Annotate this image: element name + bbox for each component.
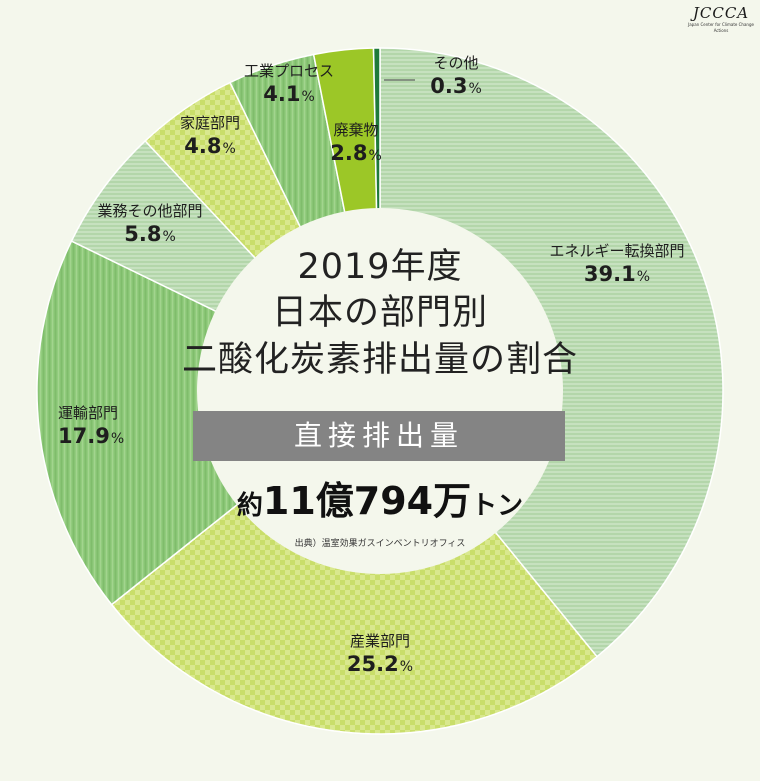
total-value: 11億794万 xyxy=(262,479,472,523)
label-waste: 廃棄物 2.8% xyxy=(316,121,396,166)
label-process: 工業プロセス 4.1% xyxy=(224,62,354,107)
total-suffix: トン xyxy=(471,491,524,521)
label-other: その他 0.3% xyxy=(416,54,496,99)
direct-emissions-band: 直接排出量 xyxy=(193,411,565,461)
label-energy-pct: 39.1% xyxy=(583,261,651,286)
label-energy: エネルギー転換部門 39.1% xyxy=(512,242,722,287)
label-commercial-name: 業務その他部門 xyxy=(97,202,203,220)
label-household-name: 家庭部門 xyxy=(179,114,240,132)
label-household: 家庭部門 4.8% xyxy=(160,114,260,159)
label-process-pct: 4.1% xyxy=(263,81,315,106)
label-waste-name: 廃棄物 xyxy=(333,121,379,139)
label-transport-pct: 17.9% xyxy=(58,423,125,448)
label-commercial-pct: 5.8% xyxy=(124,221,176,246)
label-industry: 産業部門 25.2% xyxy=(280,632,480,677)
title-line-1: 2019年度 xyxy=(297,247,463,287)
logo-text: JCCCA xyxy=(692,4,750,22)
total-emissions: 約11億794万トン xyxy=(0,478,760,529)
title-line-3: 二酸化炭素排出量の割合 xyxy=(181,340,578,380)
label-energy-name: エネルギー転換部門 xyxy=(549,242,685,260)
logo-subtitle: Japan Center for Climate Change Actions xyxy=(688,22,754,33)
label-transport: 運輸部門 17.9% xyxy=(58,404,168,449)
total-prefix: 約 xyxy=(236,491,263,521)
label-industry-pct: 25.2% xyxy=(346,651,414,676)
label-commercial: 業務その他部門 5.8% xyxy=(70,202,230,247)
source-note: 出典）温室効果ガスインベントリオフィス xyxy=(294,539,466,549)
title-line-2: 日本の部門別 xyxy=(271,293,488,333)
label-other-name: その他 xyxy=(433,54,479,72)
label-household-pct: 4.8% xyxy=(184,133,236,158)
label-other-pct: 0.3% xyxy=(430,73,482,98)
jccca-logo: JCCCA Japan Center for Climate Change Ac… xyxy=(688,4,754,38)
label-process-name: 工業プロセス xyxy=(243,62,334,80)
label-waste-pct: 2.8% xyxy=(330,140,382,165)
donut-hole xyxy=(197,208,563,574)
label-transport-name: 運輸部門 xyxy=(58,404,119,422)
label-industry-name: 産業部門 xyxy=(349,632,410,650)
